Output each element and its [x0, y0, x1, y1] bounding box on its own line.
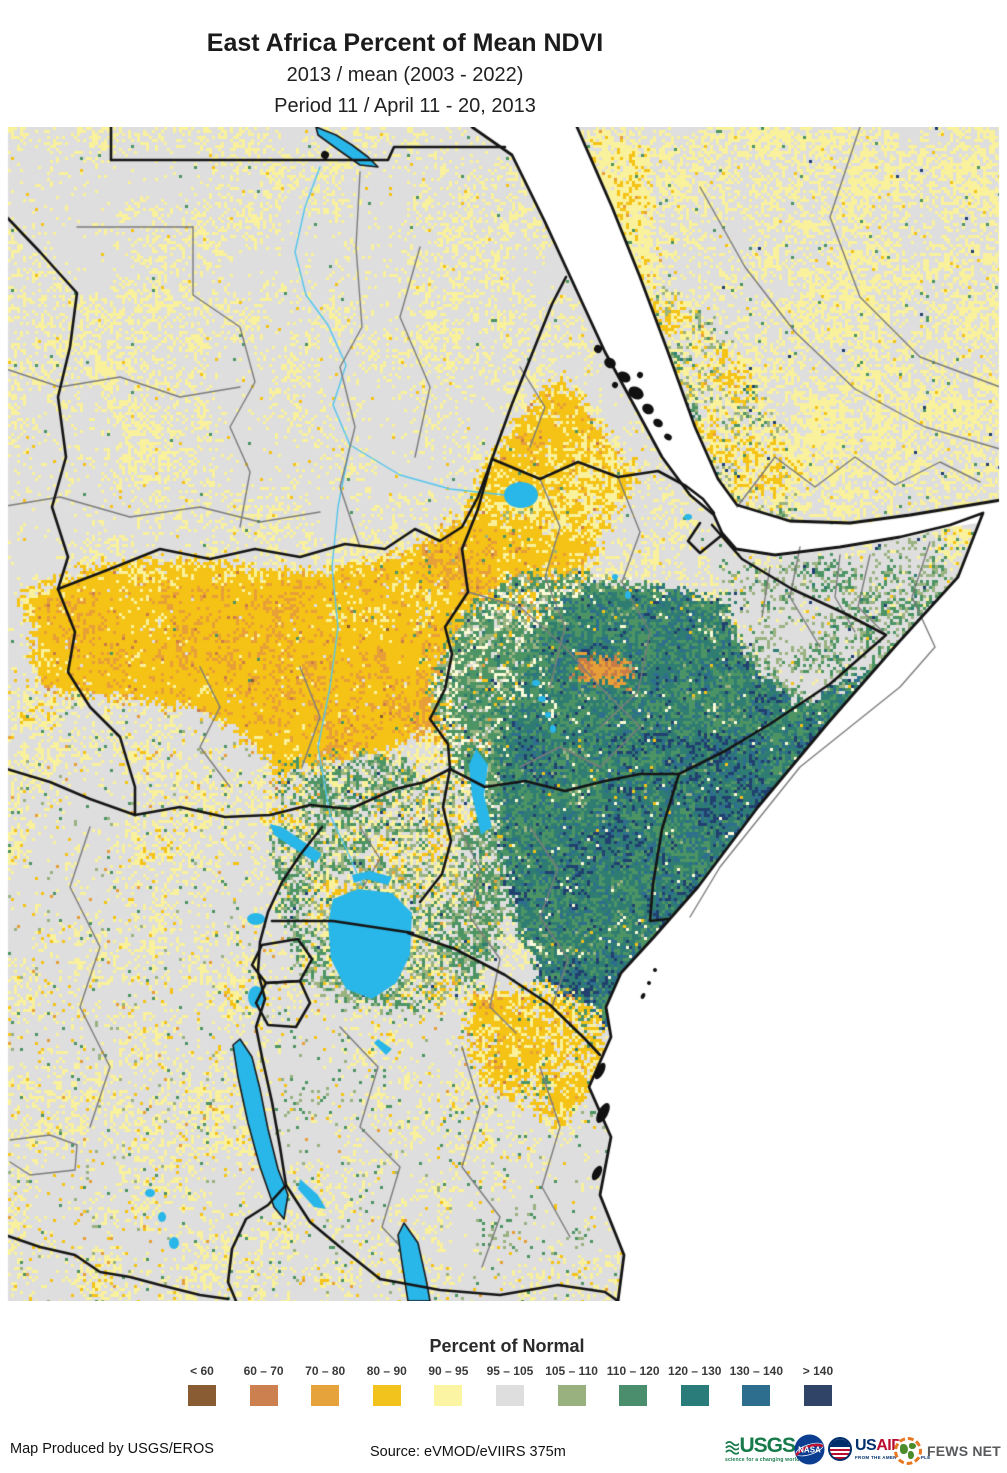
legend-title: Percent of Normal	[429, 1336, 585, 1356]
header: East Africa Percent of Mean NDVI 2013 / …	[0, 27, 810, 122]
legend-class: 130 – 140	[728, 1364, 784, 1406]
legend-class-swatch	[680, 1385, 709, 1406]
legend-class: 90 – 95	[420, 1364, 476, 1406]
legend-class-label: 105 – 110	[545, 1364, 598, 1378]
legend-class-label: 95 – 105	[486, 1364, 534, 1378]
legend-class: < 60	[174, 1364, 230, 1406]
legend-class: 95 – 105	[482, 1364, 538, 1406]
svg-text:NASA: NASA	[798, 1446, 821, 1455]
usaid-logo: USAID FROM THE AMERICAN PEOPLE	[828, 1437, 931, 1461]
produced-by-text: Map Produced by USGS/EROS	[10, 1441, 214, 1457]
legend-class-label: 80 – 90	[366, 1364, 407, 1378]
legend-class-label: 110 – 120	[606, 1364, 660, 1378]
source-text: Source: eVMOD/eVIIRS 375m	[370, 1444, 566, 1460]
legend-class-label: 70 – 80	[305, 1364, 346, 1378]
legend-class: 80 – 90	[359, 1364, 415, 1406]
legend-class: 120 – 130	[667, 1364, 723, 1406]
usaid-logo-text-us: US	[855, 1436, 877, 1454]
usaid-tagline: FROM THE AMERICAN PEOPLE	[855, 1454, 931, 1460]
fews-globe-icon	[894, 1437, 922, 1465]
legend-class-label: > 140	[802, 1364, 834, 1378]
fews-net-logo-text: FEWS NET	[927, 1443, 1001, 1459]
fews-net-logo: FEWS NET	[894, 1437, 1001, 1465]
legend-class: 60 – 70	[236, 1364, 292, 1406]
legend-class-swatch	[803, 1385, 832, 1406]
legend-class-swatch	[311, 1385, 340, 1406]
usaid-seal-icon	[828, 1437, 852, 1461]
legend-class: 105 – 110	[544, 1364, 600, 1406]
legend-class-swatch	[372, 1385, 401, 1406]
ndvi-map	[0, 127, 1007, 1301]
partner-logos: USGS science for a changing world NASA U…	[722, 1430, 1004, 1470]
legend-class-swatch	[188, 1385, 216, 1406]
legend-class-swatch	[742, 1385, 771, 1406]
page-title: East Africa Percent of Mean NDVI	[206, 29, 604, 57]
nasa-meatball-icon: NASA	[794, 1434, 825, 1465]
legend-class-swatch	[249, 1385, 278, 1406]
legend-class-swatch	[495, 1385, 524, 1406]
legend-class-swatch	[557, 1385, 586, 1406]
legend-class-label: 130 – 140	[729, 1364, 784, 1378]
legend-class: > 140	[790, 1364, 846, 1406]
legend: < 60 60 – 70 70 – 80 80 – 90 90 – 95 95 – 105…	[174, 1364, 846, 1406]
legend-class-label: 90 – 95	[428, 1364, 469, 1378]
legend-class-label: < 60	[190, 1364, 214, 1378]
legend-class: 70 – 80	[297, 1364, 353, 1406]
usgs-wave-icon	[725, 1441, 740, 1455]
page-subtitle-years: 2013 / mean (2003 - 2022)	[286, 64, 524, 86]
legend-class-label: 60 – 70	[243, 1364, 284, 1378]
legend-class-label: 120 – 130	[668, 1364, 722, 1378]
page-subtitle-period: Period 11 / April 11 - 20, 2013	[274, 95, 536, 117]
legend-class-swatch	[434, 1385, 463, 1406]
usgs-tagline: science for a changing world	[725, 1457, 800, 1463]
nasa-logo: NASA	[794, 1434, 825, 1470]
usgs-logo: USGS science for a changing world	[725, 1434, 800, 1463]
legend-class-swatch	[619, 1385, 648, 1406]
usgs-logo-text: USGS	[739, 1434, 796, 1457]
legend-class: 110 – 120	[605, 1364, 661, 1406]
